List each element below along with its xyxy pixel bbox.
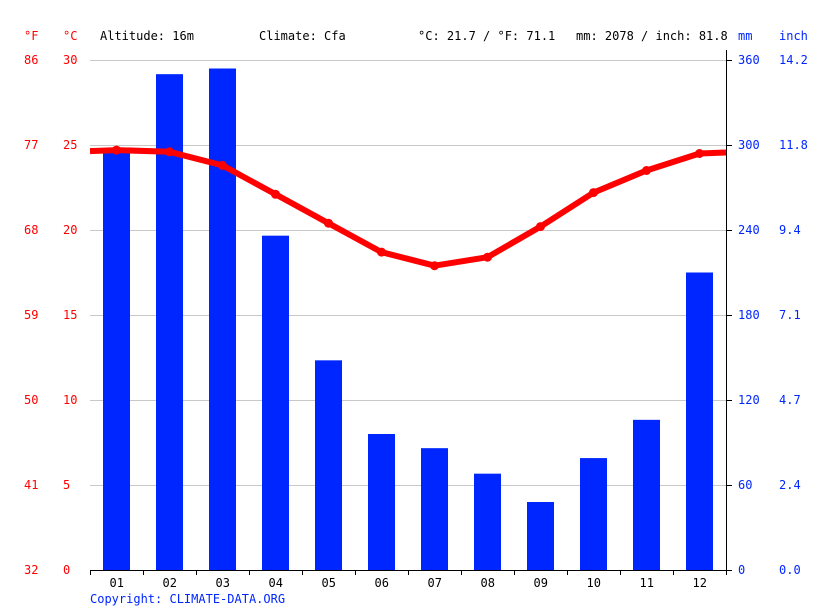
mm-unit-label: mm: [738, 29, 753, 43]
f-tick: 41: [24, 478, 39, 492]
mm-tick: 120: [738, 393, 760, 407]
temperature-summary: °C: 21.7 / °F: 71.1: [418, 29, 556, 43]
inch-tick: 11.8: [779, 138, 808, 152]
temperature-point: [589, 188, 598, 198]
c-tick: 15: [63, 308, 78, 322]
temperature-point: [642, 166, 651, 175]
inch-unit-label: inch: [779, 29, 808, 43]
copyright-link[interactable]: Copyright: CLIMATE-DATA.ORG: [90, 592, 286, 606]
inch-tick: 9.4: [779, 223, 801, 237]
precipitation-bar: [474, 473, 501, 570]
c-tick: 25: [63, 138, 78, 152]
c-tick: 20: [63, 223, 78, 237]
mm-tick: 240: [738, 223, 760, 237]
temperature-point: [324, 218, 333, 228]
mm-tick: 300: [738, 138, 760, 152]
c-tick: 0: [63, 563, 71, 577]
precipitation-bar: [262, 235, 289, 570]
f-tick: 77: [24, 138, 39, 152]
f-tick: 50: [24, 393, 39, 407]
precipitation-bar: [368, 434, 395, 570]
month-label: 12: [692, 576, 707, 590]
precipitation-bar: [580, 458, 607, 570]
temperature-point: [695, 149, 704, 158]
temperature-point: [271, 189, 280, 199]
month-label: 06: [374, 576, 389, 590]
inch-tick: 14.2: [779, 53, 808, 67]
temperature-line: [89, 145, 727, 271]
month-label: 05: [321, 576, 336, 590]
c-tick: 5: [63, 478, 71, 492]
c-tick: 10: [63, 393, 78, 407]
f-tick: 32: [24, 563, 39, 577]
altitude-label: Altitude: 16m: [100, 29, 194, 43]
precipitation-bars: [103, 68, 713, 571]
mm-tick: 0: [738, 563, 746, 577]
inch-tick: 2.4: [779, 478, 801, 492]
temperature-point: [377, 247, 386, 257]
c-tick: 30: [63, 53, 78, 67]
inch-tick: 0.0: [779, 563, 801, 577]
temperature-point: [218, 160, 227, 170]
temperature-point: [165, 147, 174, 157]
month-label: 02: [162, 576, 177, 590]
inch-tick: 4.7: [779, 393, 801, 407]
axis-lines: [90, 50, 732, 575]
month-label: 09: [533, 576, 548, 590]
precipitation-bar: [209, 68, 236, 570]
fahrenheit-unit-label: °F: [24, 29, 39, 43]
climate-label: Climate: Cfa: [259, 29, 346, 43]
month-label: 08: [480, 576, 495, 590]
precipitation-bar: [421, 448, 448, 570]
f-tick: 86: [24, 53, 39, 67]
month-label: 01: [109, 576, 124, 590]
month-label: 04: [268, 576, 283, 590]
precipitation-summary: mm: 2078 / inch: 81.8: [576, 29, 728, 43]
celsius-unit-label: °C: [63, 29, 78, 43]
mm-tick: 180: [738, 308, 760, 322]
month-label: 03: [215, 576, 230, 590]
inch-tick: 7.1: [779, 308, 801, 322]
month-label: 10: [586, 576, 601, 590]
temperature-point: [430, 261, 439, 271]
grid-lines: [90, 60, 726, 486]
precipitation-bar: [315, 360, 342, 570]
mm-tick: 360: [738, 53, 760, 67]
mm-tick: 60: [738, 478, 753, 492]
f-tick: 68: [24, 223, 39, 237]
precipitation-bar: [527, 502, 554, 570]
temperature-point: [112, 145, 121, 155]
month-label: 11: [639, 576, 654, 590]
f-tick: 59: [24, 308, 39, 322]
precipitation-bar: [103, 150, 130, 570]
temperature-point: [483, 252, 492, 262]
temperature-point: [536, 222, 545, 232]
precipitation-bar: [686, 272, 713, 570]
month-label: 07: [427, 576, 442, 590]
precipitation-bar: [633, 419, 660, 570]
